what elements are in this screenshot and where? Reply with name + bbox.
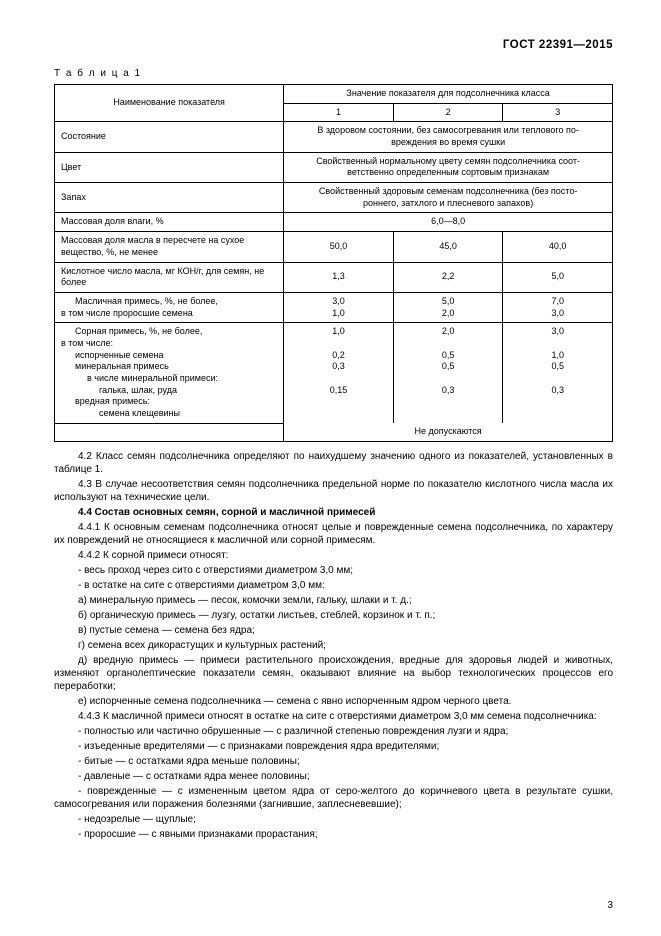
row-acid-label: Кислотное число масла, мг КОН/г, для сем… [55,262,284,292]
para-4-4-1: 4.4.1 К основным семенам подсолнечника о… [54,521,613,547]
para-4-4-2h: е) испорченные семена подсолнечника — се… [54,695,613,708]
para-4-4-3c: - битые — с остатками ядра меньше полови… [54,755,613,768]
para-4-4-3d: - давленые — с остатками ядра менее поло… [54,770,613,783]
oilimp-v1a: 3,0 [290,296,387,308]
weed-l5: в числе минеральной примеси: [61,373,277,385]
row-moisture-val: 6,0—8,0 [284,213,613,232]
row-color-val: Свойственный нормальному цвету семян под… [284,152,613,182]
th-indicator: Наименование показателя [55,84,284,121]
para-4-4-2e: в) пустые семена — семена без ядра; [54,624,613,637]
weed-l7: вредная примесь: [61,396,277,408]
weed-c2: 2,0 0,5 0,5 0,3 [393,323,503,424]
th-c2: 2 [393,103,503,122]
weed-l2: в том числе: [61,338,277,350]
weed-l1: Сорная примесь, %, не более, [61,326,277,338]
para-4-4-2d: б) органическую примесь — лузгу, остатки… [54,609,613,622]
oilimp-v1b: 1,0 [290,308,387,320]
row-oil-label: Массовая доля масла в пересчете на сухое… [55,232,284,262]
para-4-4-2: 4.4.2 К сорной примеси относят: [54,549,613,562]
document-id: ГОСТ 22391—2015 [54,38,613,53]
para-4-4-3e: - поврежденные — с измененным цветом ядр… [54,785,613,811]
row-smell-label: Запах [55,183,284,213]
acid-v2: 2,2 [393,262,503,292]
specification-table: Наименование показателя Значение показат… [54,84,613,442]
oilimp-c2: 5,0 2,0 [393,292,503,322]
para-4-4-3: 4.4.3 К масличной примеси относят в оста… [54,710,613,723]
page-number: 3 [607,899,613,912]
weed-l3: испорченные семена [61,350,277,362]
oil-v2: 45,0 [393,232,503,262]
th-c1: 1 [284,103,394,122]
acid-v3: 5,0 [503,262,613,292]
isp-v1: 0,2 [290,350,387,362]
oilimp-v2a: 5,0 [400,296,497,308]
oilimp-v3b: 3,0 [509,308,606,320]
row-oilimp-label: Масличная примесь, %, не более, в том чи… [55,292,284,322]
isp-v3: 1,0 [509,350,606,362]
para-4-4-2a: - весь проход через сито с отверстиями д… [54,564,613,577]
oil-v1: 50,0 [284,232,394,262]
weed-c1: 1,0 0,2 0,3 0,15 [284,323,394,424]
row-empty [55,423,284,441]
table-caption: Т а б л и ц а 1 [54,67,613,80]
min-v3: 0,5 [509,361,606,373]
para-4-4-2c: а) минеральную примесь — песок, комочки … [54,594,613,607]
forbid-val: Не допускаются [284,423,613,441]
min-v2: 0,5 [400,361,497,373]
oil-v3: 40,0 [503,232,613,262]
row-color-label: Цвет [55,152,284,182]
para-4-2: 4.2 Класс семян подсолнечника определяют… [54,450,613,476]
row-weed-label: Сорная примесь, %, не более, в том числе… [55,323,284,424]
oilimp-c1: 3,0 1,0 [284,292,394,322]
isp-v2: 0,5 [400,350,497,362]
glk-v2: 0,3 [400,385,497,397]
oilimp-c3: 7,0 3,0 [503,292,613,322]
para-4-4-2f: г) семена всех дикорастущих и культурных… [54,639,613,652]
acid-v1: 1,3 [284,262,394,292]
th-c3: 3 [503,103,613,122]
weed-v2: 2,0 [400,326,497,338]
body-text: 4.2 Класс семян подсолнечника определяют… [54,450,613,841]
para-4-4-3f: - недозрелые — щуплые; [54,813,613,826]
weed-c3: 3,0 1,0 0,5 0,3 [503,323,613,424]
glk-v3: 0,3 [509,385,606,397]
weed-v1: 1,0 [290,326,387,338]
oilimp-v2b: 2,0 [400,308,497,320]
para-4-4-2b: - в остатке на сите с отверстиями диамет… [54,579,613,592]
row-moisture-label: Массовая доля влаги, % [55,213,284,232]
min-v1: 0,3 [290,361,387,373]
th-group: Значение показателя для подсолнечника кл… [284,84,613,103]
weed-l4: минеральная примесь [61,361,277,373]
oilimp-l1: Масличная примесь, %, не более, [61,296,277,308]
glk-v1: 0,15 [290,385,387,397]
para-4-3: 4.3 В случае несоответствия семян подсол… [54,478,613,504]
para-4-4-3g: - проросшие — с явными признаками прорас… [54,828,613,841]
heading-4-4: 4.4 Состав основных семян, сорной и масл… [54,506,613,519]
row-state-val: В здоровом состоянии, без самосогревания… [284,122,613,152]
para-4-4-3b: - изъеденные вредителями — с признаками … [54,740,613,753]
weed-v3: 3,0 [509,326,606,338]
para-4-4-2g: д) вредную примесь — примеси растительно… [54,654,613,693]
weed-l8: семена клещевины [61,408,277,420]
oilimp-l2: в том числе проросшие семена [61,308,277,320]
weed-l6: галька, шлак, руда [61,385,277,397]
para-4-4-3a: - полностью или частично обрушенные — с … [54,725,613,738]
oilimp-v3a: 7,0 [509,296,606,308]
row-smell-val: Свойственный здоровым семенам подсолнечн… [284,183,613,213]
row-state-label: Состояние [55,122,284,152]
